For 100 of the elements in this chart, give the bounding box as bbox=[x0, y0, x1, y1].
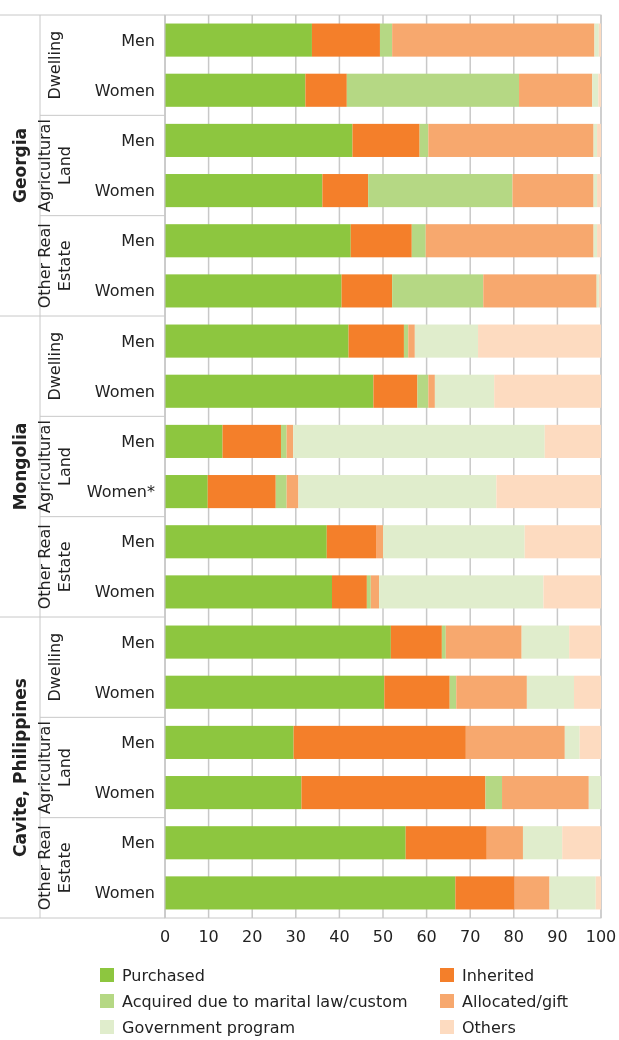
bar bbox=[165, 675, 385, 709]
x-tick-label: 70 bbox=[460, 927, 481, 946]
bar bbox=[331, 575, 367, 609]
bar bbox=[379, 575, 544, 609]
bar bbox=[449, 675, 457, 709]
text: Agricultural Land bbox=[35, 119, 74, 212]
bar bbox=[569, 625, 601, 659]
bar bbox=[414, 324, 479, 358]
bar bbox=[486, 826, 523, 860]
bar bbox=[165, 525, 327, 559]
bar bbox=[408, 324, 415, 358]
y-tick-label: Women* bbox=[86, 482, 155, 502]
y-tick-label: Women bbox=[94, 682, 155, 702]
bar bbox=[275, 475, 287, 509]
bar bbox=[405, 826, 487, 860]
bar bbox=[280, 424, 287, 458]
bar bbox=[326, 525, 377, 559]
legend-label: Government program bbox=[122, 1017, 296, 1037]
bar bbox=[543, 575, 601, 609]
text: Other Real Estate bbox=[35, 524, 74, 610]
bar bbox=[301, 776, 486, 810]
text: Mongolia bbox=[10, 422, 30, 511]
bar bbox=[311, 23, 380, 57]
legend-label: Purchased bbox=[122, 965, 205, 985]
bar bbox=[597, 224, 601, 258]
text: Other Real Estate bbox=[35, 223, 74, 309]
bar bbox=[594, 23, 599, 57]
bar bbox=[521, 625, 570, 659]
bar bbox=[286, 475, 299, 509]
bar bbox=[165, 475, 208, 509]
text: Agricultural Land bbox=[35, 721, 74, 814]
bar bbox=[207, 475, 276, 509]
bar bbox=[403, 324, 409, 358]
y-tick-label: Men bbox=[121, 331, 155, 351]
bar bbox=[564, 725, 580, 759]
bar bbox=[592, 73, 599, 107]
bar bbox=[165, 424, 223, 458]
bar bbox=[573, 675, 601, 709]
bar bbox=[322, 174, 369, 208]
text: Dwelling bbox=[45, 331, 64, 401]
y-tick-label: Men bbox=[121, 30, 155, 50]
bar bbox=[425, 224, 594, 258]
legend-label: Allocated/gift bbox=[462, 991, 569, 1011]
legend-label: Others bbox=[462, 1017, 516, 1037]
bar bbox=[445, 625, 522, 659]
bar bbox=[165, 224, 351, 258]
y-tick-label: Women bbox=[94, 281, 155, 301]
bar bbox=[165, 575, 332, 609]
bar bbox=[293, 424, 545, 458]
bar bbox=[293, 725, 466, 759]
text: Georgia bbox=[10, 127, 30, 204]
bar bbox=[165, 625, 391, 659]
bar bbox=[346, 73, 520, 107]
y-tick-label: Men bbox=[121, 833, 155, 853]
bar bbox=[376, 525, 383, 559]
x-tick-label: 90 bbox=[547, 927, 568, 946]
y-tick-label: Men bbox=[121, 732, 155, 752]
bar bbox=[392, 274, 484, 308]
bar bbox=[379, 23, 393, 57]
bar bbox=[562, 826, 601, 860]
bar bbox=[465, 725, 565, 759]
x-tick-label: 80 bbox=[503, 927, 524, 946]
bar bbox=[165, 274, 342, 308]
bar bbox=[165, 826, 406, 860]
bar bbox=[352, 123, 420, 157]
bar bbox=[483, 274, 597, 308]
bar bbox=[597, 174, 601, 208]
y-tick-label: Women bbox=[94, 783, 155, 803]
legend-label: Acquired due to marital law/custom bbox=[122, 991, 408, 1011]
bar bbox=[526, 675, 574, 709]
bar bbox=[519, 73, 593, 107]
x-tick-label: 0 bbox=[159, 927, 171, 946]
bar bbox=[441, 625, 446, 659]
y-tick-label: Women bbox=[94, 181, 155, 201]
text: Cavite, Philippines bbox=[10, 678, 30, 857]
bar bbox=[341, 274, 393, 308]
bar bbox=[165, 174, 323, 208]
bar bbox=[455, 876, 515, 910]
bar bbox=[165, 776, 302, 810]
bar bbox=[370, 575, 380, 609]
text: Other Real Estate bbox=[35, 825, 74, 911]
bar bbox=[384, 675, 450, 709]
bar bbox=[588, 776, 601, 810]
bar bbox=[348, 324, 404, 358]
y-tick-label: Men bbox=[121, 431, 155, 451]
bar bbox=[165, 374, 374, 408]
x-tick-label: 50 bbox=[372, 927, 394, 946]
x-tick-label: 40 bbox=[329, 927, 350, 946]
bar bbox=[428, 123, 594, 157]
bar bbox=[522, 826, 563, 860]
y-tick-label: Women bbox=[94, 80, 155, 100]
bar bbox=[165, 876, 456, 910]
bar bbox=[298, 475, 497, 509]
y-tick-label: Women bbox=[94, 582, 155, 602]
bar bbox=[544, 424, 601, 458]
bar bbox=[514, 876, 550, 910]
bar bbox=[366, 575, 371, 609]
bar bbox=[165, 725, 294, 759]
bar bbox=[524, 525, 601, 559]
bar bbox=[478, 324, 601, 358]
